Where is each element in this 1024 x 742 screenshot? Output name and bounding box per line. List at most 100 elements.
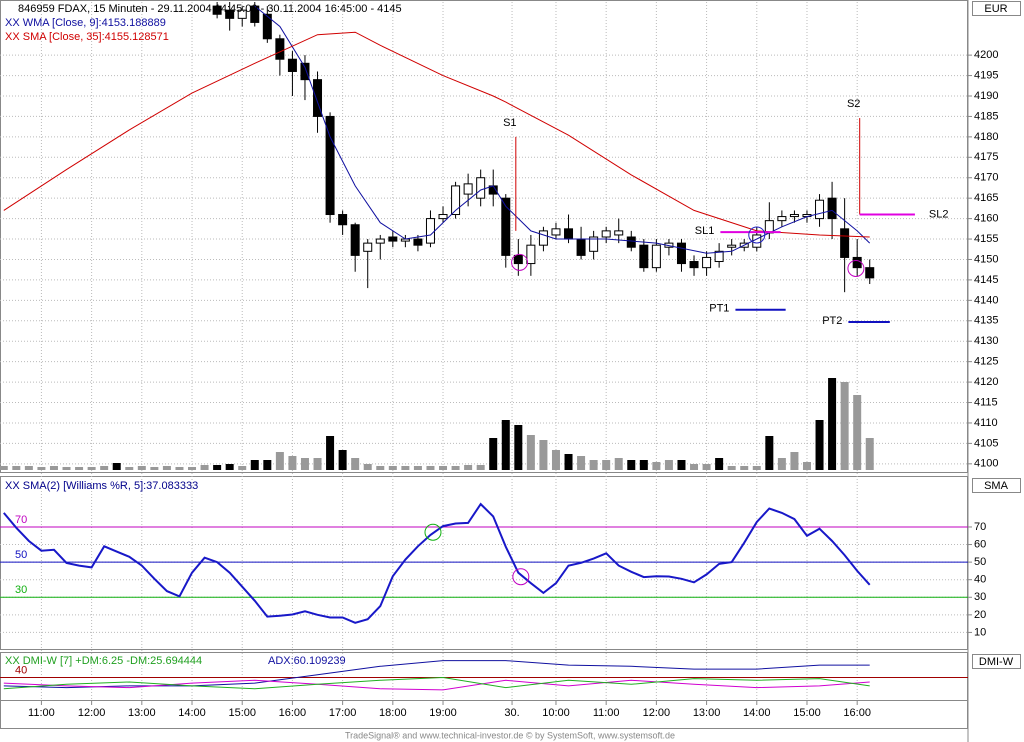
level-label: 70 [15,514,27,526]
volume-bar [501,420,510,470]
volume-bar [564,454,573,470]
marker-circle [424,523,442,541]
plot: S1 S2 SL1 SL2 PT1 PT2 70 50 30 40 [0,2,968,691]
y-tick-label: 4150 [974,253,998,265]
candle-body [840,228,850,258]
volume-bar [288,456,297,470]
y-tick-label: 4195 [974,69,998,81]
volume-bar [188,467,197,470]
candle-body [513,254,523,265]
y-tick-label: 4145 [974,274,998,286]
candle-body [363,242,373,252]
unit-box [972,1,1021,16]
volume-bar [0,466,8,470]
volume-bar [577,456,586,470]
candle-body [225,9,235,19]
candle-body [777,216,787,222]
volume-bar [853,395,862,470]
candle-body [551,228,561,236]
candle-body [714,250,724,263]
volume-bar [238,466,247,470]
y-tick-label: 4170 [974,172,998,184]
volume-bar [225,464,234,470]
candle-body [752,234,762,248]
volume-bar [439,466,448,470]
y-tick-label: 4125 [974,356,998,368]
candle-body [676,242,686,265]
volume-bar [62,467,71,470]
candle-body [501,197,511,256]
candle-body [300,62,310,81]
annotation-label: PT2 [822,315,842,327]
volume-bar [790,452,799,470]
y-tick-label: 4175 [974,151,998,163]
x-tick-label: 12:00 [78,707,106,719]
volume-bar [489,438,498,470]
x-tick-label: 30. [504,707,519,719]
y-tick-label: 4165 [974,192,998,204]
candle-body [438,214,448,220]
annotation-label: SL2 [929,208,949,220]
y-tick-label: 4110 [974,417,998,429]
volume-bar [376,466,385,470]
volume-bar [727,466,736,470]
legend-entry: XX WMA [Close, 9]:4153.188889 [5,17,166,29]
panel-title: XX DMI-W [7] +DM:6.25 -DM:25.694444 [5,655,202,667]
candle-body [702,256,712,269]
candle-body [689,261,699,269]
volume-bar [87,467,96,470]
candle-body [463,183,473,195]
x-tick-label: 13:00 [128,707,156,719]
y-tick-label: 4180 [974,131,998,143]
volume-bar [313,458,322,470]
volume-bar [24,466,33,470]
candle-body [538,230,548,246]
x-tick-label: 11:00 [593,707,620,719]
level-label: 30 [15,584,27,596]
y-tick-label: 4155 [974,233,998,245]
indicator-line [3,31,870,238]
volume-bar [426,466,435,470]
y-tick-label: 60 [974,538,986,550]
candle-body [313,79,323,117]
volume-bar [652,462,661,470]
x-tick-label: 16:00 [843,707,871,719]
volume-bar [213,465,222,470]
volume-bar [451,466,460,470]
volume-bar [150,467,159,470]
volume-bar [815,420,824,470]
y-tick-label: 4100 [974,458,998,470]
indicator-line [3,679,870,691]
y-tick-label: 4160 [974,213,998,225]
volume-bar [401,466,410,470]
level-label: 50 [15,549,27,561]
volume-bar [664,460,673,470]
x-tick-label: 10:00 [542,707,570,719]
volume-bar [740,466,749,470]
y-tick-label: 4130 [974,335,998,347]
volume-bar [551,450,560,470]
candle-body [287,58,297,72]
marker-circle [512,568,530,586]
volume-bar [602,460,611,470]
volume-bar [476,465,485,470]
volume-bar [702,464,711,470]
x-tick-label: 11:00 [28,707,55,719]
marker-circle [748,226,766,244]
volume-bar [137,466,146,470]
volume-bar [75,467,84,470]
candle-body [425,218,435,244]
y-tick-label: 4105 [974,437,998,449]
volume-bar [326,436,335,470]
volume-bar [840,382,849,470]
volume-bar [351,458,360,470]
candle-body [526,244,536,265]
candle-body [413,238,423,246]
x-tick-label: 13:00 [693,707,721,719]
candle-body [476,177,486,199]
y-tick-label: 50 [974,556,986,568]
annotation-label: SL1 [695,225,715,237]
x-tick-label: 15:00 [793,707,821,719]
marker-circle [847,259,865,277]
volume-bar [865,438,874,470]
